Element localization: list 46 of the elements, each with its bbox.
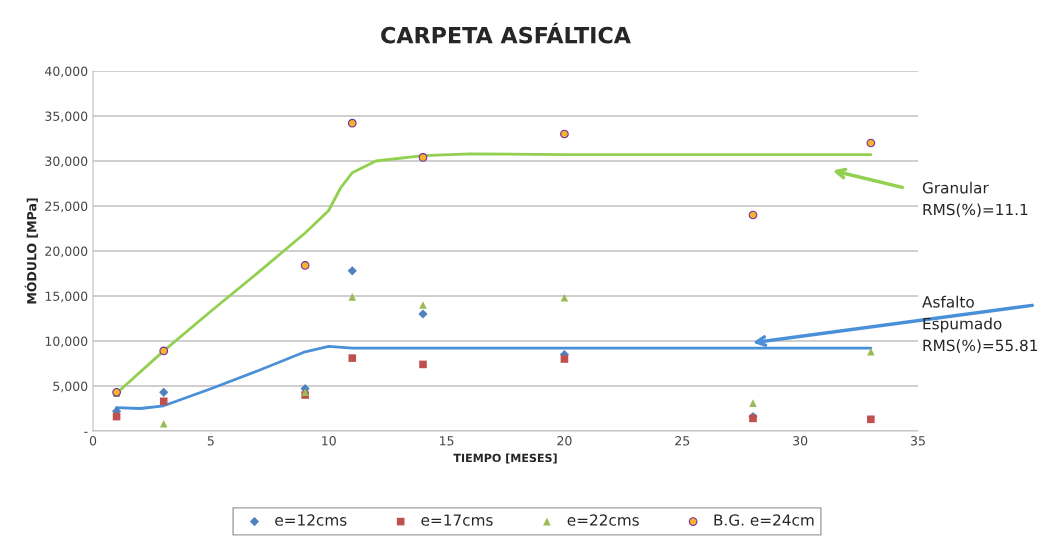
y-tick-label: 20,000 <box>45 246 88 258</box>
point <box>300 261 310 270</box>
text: Granular RMS(%)=11.1 <box>922 181 1028 218</box>
legend-label: e=17cms <box>421 514 493 526</box>
legend-label: B.G. e=24cm <box>714 514 814 526</box>
x-axis-title: TIEMPO [MESES] <box>453 453 557 464</box>
x-tick-label: 35 <box>911 436 925 446</box>
x-tick-label: 15 <box>439 436 454 446</box>
y-tick-label: 35,000 <box>45 111 88 123</box>
point <box>159 397 168 406</box>
legend-label: e=12cms <box>275 514 347 526</box>
point <box>866 138 876 148</box>
point <box>560 355 569 363</box>
x-tick-label: 25 <box>675 436 690 446</box>
point <box>348 354 357 362</box>
point <box>560 294 569 302</box>
point <box>867 415 875 424</box>
point <box>418 153 428 162</box>
y-tick-label: 40,000 <box>45 66 88 78</box>
chart-title: CARPETA ASFÁLTICA <box>381 22 631 44</box>
point <box>347 118 357 128</box>
point <box>419 301 427 309</box>
point <box>159 346 169 356</box>
x-tick-label: 10 <box>322 436 336 446</box>
y-tick-label: 25,000 <box>45 201 88 213</box>
y-tick-label: - <box>84 431 88 433</box>
legend-label: e=22cms <box>567 514 639 526</box>
y-tick-label: 5,000 <box>53 381 88 393</box>
point <box>418 309 428 319</box>
x-tick-label: 5 <box>207 436 214 446</box>
point <box>347 266 357 276</box>
y-tick-label: 15,000 <box>45 291 88 303</box>
y-tick-label: 10,000 <box>45 336 88 348</box>
y-axis-title: MÓDULO [MPa] <box>24 198 38 304</box>
x-tick-label: 20 <box>557 436 572 446</box>
point <box>867 348 875 356</box>
x-tick-label: 30 <box>793 436 808 446</box>
text: Asfalto Espumado RMS(%)=55.81 <box>922 295 1038 353</box>
point <box>159 420 168 428</box>
point <box>348 293 357 301</box>
point <box>419 360 427 369</box>
x-tick-label: 0 <box>89 436 97 446</box>
point <box>749 399 757 407</box>
point <box>560 129 569 139</box>
point <box>159 387 169 397</box>
y-tick-label: 30,000 <box>45 156 88 168</box>
